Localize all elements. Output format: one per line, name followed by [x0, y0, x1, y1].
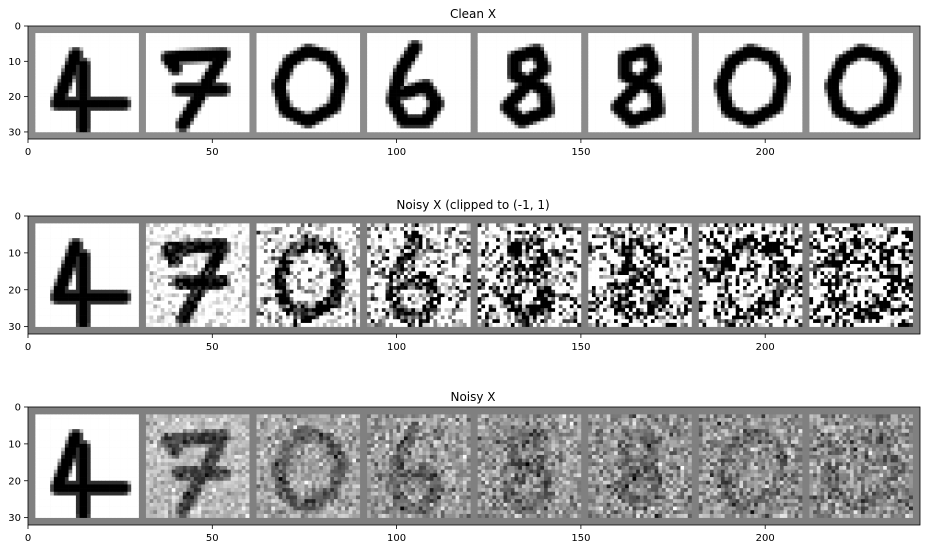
x-ticks: 0 50 100 150 200	[25, 334, 775, 353]
x-tick-label: 150	[571, 533, 590, 544]
image-tile	[699, 414, 803, 518]
image-tile	[367, 33, 471, 132]
x-ticks: 0 50 100 150 200	[25, 139, 775, 158]
panel-title: Noisy X	[450, 390, 495, 404]
x-tick-label: 100	[387, 147, 406, 158]
x-tick-label: 50	[206, 533, 219, 544]
x-tick-label: 200	[756, 342, 775, 353]
x-tick-label: 150	[571, 342, 590, 353]
image-tile	[257, 414, 361, 518]
x-tick-label: 0	[25, 342, 31, 353]
x-tick-label: 100	[387, 533, 406, 544]
y-tick-label: 10	[8, 57, 21, 68]
image-tile	[478, 223, 582, 327]
x-tick-label: 100	[387, 342, 406, 353]
x-tick-label: 150	[571, 147, 590, 158]
y-tick-label: 30	[8, 127, 21, 138]
y-tick-label: 20	[8, 92, 21, 103]
image-tile	[257, 33, 361, 132]
image-tile	[588, 33, 692, 132]
x-tick-label: 200	[756, 147, 775, 158]
image-tile	[478, 33, 582, 132]
panel-title: Noisy X (clipped to (-1, 1)	[396, 198, 549, 212]
y-tick-label: 10	[8, 439, 21, 450]
image-tile	[367, 414, 471, 518]
image-tile	[699, 33, 803, 132]
y-tick-label: 20	[8, 476, 21, 487]
y-tick-label: 10	[8, 248, 21, 259]
panel-noisy: Noisy X 0 50 100 150 200 0 10 20 30	[8, 390, 920, 544]
image-area	[28, 407, 920, 525]
image-area	[28, 26, 920, 139]
y-tick-label: 0	[15, 22, 21, 33]
y-tick-label: 30	[8, 513, 21, 524]
panel-title: Clean X	[450, 7, 496, 21]
image-tile	[146, 414, 250, 518]
image-tile	[367, 223, 471, 327]
image-tile	[809, 414, 913, 518]
panel-clean: Clean X 0 50 100 150 200 0 10 20 30	[8, 7, 920, 158]
x-tick-label: 50	[206, 342, 219, 353]
image-tile	[478, 414, 582, 518]
image-area	[28, 216, 920, 334]
y-ticks: 0 10 20 30	[8, 403, 28, 525]
image-tile	[257, 223, 361, 327]
y-tick-label: 30	[8, 322, 21, 333]
y-tick-label: 0	[15, 212, 21, 223]
y-tick-label: 0	[15, 403, 21, 414]
image-tile	[35, 33, 139, 132]
x-tick-label: 200	[756, 533, 775, 544]
image-tile	[809, 223, 913, 327]
image-tile	[809, 33, 913, 132]
image-tile	[588, 414, 692, 518]
y-tick-label: 20	[8, 285, 21, 296]
x-tick-label: 50	[206, 147, 219, 158]
image-tile	[35, 223, 139, 327]
x-tick-label: 0	[25, 533, 31, 544]
y-ticks: 0 10 20 30	[8, 212, 28, 334]
image-tile	[699, 223, 803, 327]
x-tick-label: 0	[25, 147, 31, 158]
image-tile	[146, 33, 250, 132]
image-tile	[588, 223, 692, 327]
x-ticks: 0 50 100 150 200	[25, 525, 775, 544]
image-tile	[35, 414, 139, 518]
y-ticks: 0 10 20 30	[8, 22, 28, 139]
image-tile	[146, 223, 250, 327]
